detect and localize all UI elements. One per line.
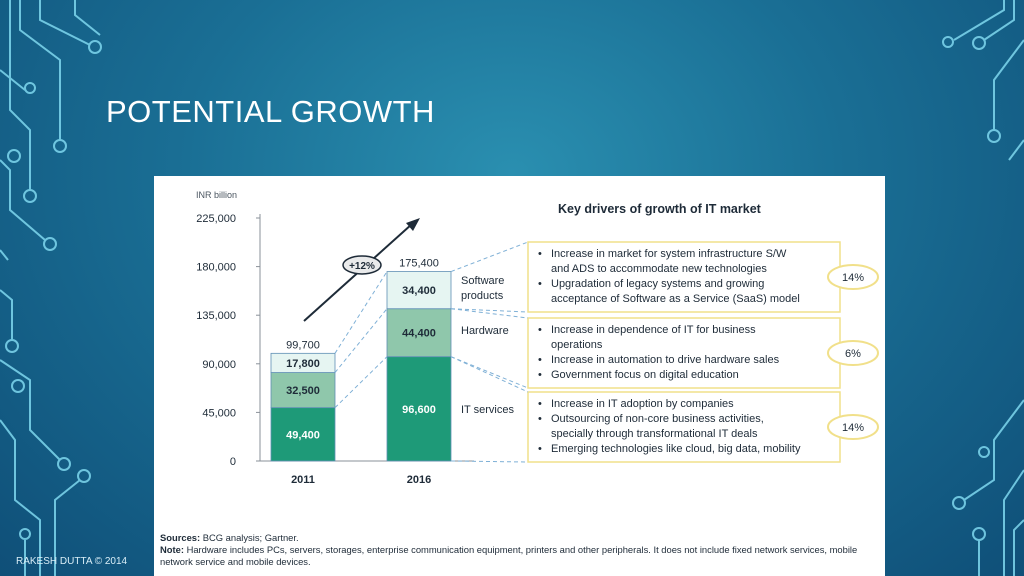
- bullet-dot: •: [538, 324, 542, 336]
- circuit-decoration-left: [0, 0, 102, 576]
- note-label: Note:: [160, 544, 184, 555]
- driver-bullet: Upgradation of legacy systems and growin…: [551, 278, 764, 290]
- segment-label: products: [461, 290, 504, 302]
- driver-bullet: and ADS to accommodate new technologies: [551, 263, 767, 275]
- driver-connector: [450, 241, 529, 273]
- bar-value-label: 17,800: [286, 358, 320, 370]
- driver-box: [527, 391, 841, 463]
- growth-rate-label: 14%: [842, 422, 864, 434]
- driver-bullet: Government focus on digital education: [551, 369, 739, 381]
- bar-total-label: 99,700: [286, 339, 320, 351]
- bar-value-label: 49,400: [286, 429, 320, 441]
- segment-label: Hardware: [461, 325, 509, 337]
- driver-bullet: specially through transformational IT de…: [551, 428, 758, 440]
- drivers-title: Key drivers of growth of IT market: [558, 202, 762, 216]
- bar-value-label: 34,400: [402, 285, 436, 297]
- slide-title: POTENTIAL GROWTH: [106, 94, 435, 129]
- bullet-dot: •: [538, 248, 542, 260]
- growth-rate-badge: [827, 414, 879, 440]
- bar-total-label: 175,400: [399, 258, 439, 270]
- bullet-dot: •: [538, 413, 542, 425]
- bar-value-label: 44,400: [402, 328, 436, 340]
- driver-connector: [450, 356, 529, 389]
- bullet-dot: •: [538, 443, 542, 455]
- driver-bullet: Emerging technologies like cloud, big da…: [551, 443, 801, 455]
- bullet-dot: •: [538, 398, 542, 410]
- bar-segment: [270, 372, 336, 409]
- growth-rate-badge: [827, 340, 879, 366]
- y-tick-label: 135,000: [196, 310, 236, 322]
- bar-segment: [386, 356, 452, 462]
- bar-segment: [270, 407, 336, 462]
- growth-badge-label: +12%: [349, 261, 375, 272]
- note-text: Hardware includes PCs, servers, storages…: [160, 544, 858, 567]
- bar-segment: [386, 308, 452, 358]
- x-tick-label: 2011: [291, 474, 315, 486]
- bullet-dot: •: [538, 369, 542, 381]
- y-tick-label: 225,000: [196, 213, 236, 225]
- bar-connector: [334, 356, 388, 409]
- x-tick-label: 2016: [407, 474, 431, 486]
- driver-connector: [450, 308, 529, 319]
- bar-segment: [386, 271, 452, 310]
- driver-box: [527, 317, 841, 389]
- driver-bullet: acceptance of Software as a Service (Saa…: [551, 293, 800, 305]
- growth-badge: [342, 255, 382, 275]
- driver-bullet: Outsourcing of non-core business activit…: [551, 413, 764, 425]
- growth-rate-badge: [827, 264, 879, 290]
- driver-bullet: Increase in IT adoption by companies: [551, 398, 734, 410]
- growth-rate-label: 14%: [842, 272, 864, 284]
- bar-segment: [270, 352, 336, 373]
- driver-connector: [450, 308, 529, 313]
- growth-rate-label: 6%: [845, 348, 861, 360]
- driver-bullet: Increase in market for system infrastruc…: [551, 248, 787, 260]
- y-tick-label: 180,000: [196, 262, 236, 274]
- bar-connector: [334, 271, 388, 354]
- y-tick-label: 0: [230, 456, 236, 468]
- growth-chart: INR billion 0 45,000 90,000 135,000 180,000 22…: [196, 190, 879, 486]
- bar-value-label: 32,500: [286, 385, 320, 397]
- footer-credit: RAKESH DUTTA © 2014: [16, 556, 128, 567]
- y-tick-label: 45,000: [202, 407, 236, 419]
- sources-text: BCG analysis; Gartner.: [200, 532, 299, 543]
- y-tick-label: 90,000: [202, 359, 236, 371]
- segment-label: IT services: [461, 404, 514, 416]
- bullet-dot: •: [538, 354, 542, 366]
- sources-label: Sources:: [160, 532, 201, 543]
- driver-bullet: operations: [551, 339, 603, 351]
- driver-bullet: Increase in automation to drive hardware…: [551, 354, 780, 366]
- driver-bullet: Increase in dependence of IT for busines…: [551, 324, 756, 336]
- chart-panel: INR billion 0 45,000 90,000 135,000 180,000 22…: [154, 176, 885, 576]
- unit-label: INR billion: [196, 190, 237, 200]
- growth-arrow-head: [406, 218, 420, 231]
- bullet-dot: •: [538, 278, 542, 290]
- sources-note: Sources: BCG analysis; Gartner. Note: Ha…: [160, 532, 882, 568]
- driver-connector: [450, 460, 529, 463]
- bar-value-label: 96,600: [402, 404, 436, 416]
- circuit-decoration-right: [942, 0, 1024, 576]
- segment-label: Software: [461, 275, 504, 287]
- driver-box: [527, 241, 841, 313]
- driver-connector: [450, 356, 529, 393]
